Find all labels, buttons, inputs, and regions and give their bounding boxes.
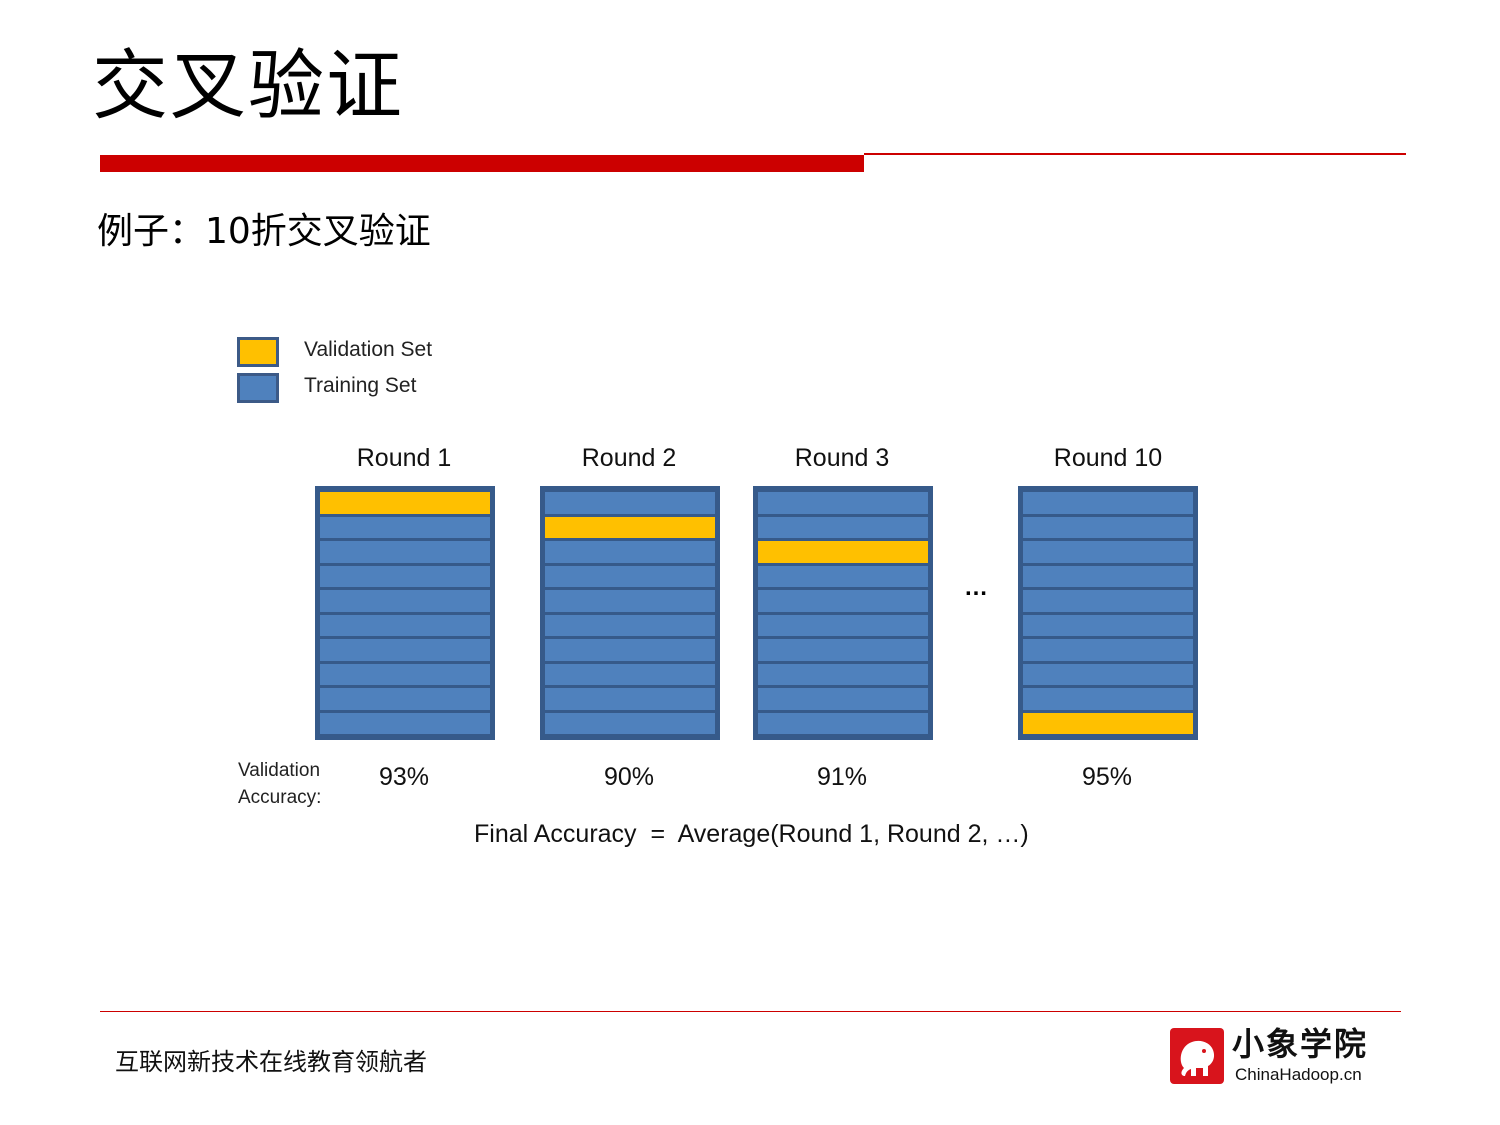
fold-stack-round-2	[540, 486, 720, 740]
training-fold-8	[320, 663, 490, 685]
training-fold-7	[758, 639, 928, 661]
training-fold-1	[758, 492, 928, 514]
footer-divider	[100, 1011, 1401, 1012]
training-fold-5	[1023, 590, 1193, 612]
fold-stack-round-3	[753, 486, 933, 740]
legend-label-validation: Validation Set	[304, 338, 433, 361]
logo-text-cn: 小象学院	[1232, 1025, 1369, 1063]
round-title-10: Round 10	[1053, 444, 1163, 472]
validation-fold-10	[1023, 712, 1193, 734]
validation-fold-1	[320, 492, 490, 514]
round-title-2: Round 2	[581, 444, 677, 472]
validation-fold-2	[545, 516, 715, 538]
accuracy-label-line2: Accuracy:	[238, 787, 322, 808]
legend-label-training: Training Set	[304, 374, 417, 397]
training-fold-4	[545, 565, 715, 587]
training-fold-5	[758, 590, 928, 612]
training-fold-1	[545, 492, 715, 514]
rounds-ellipsis: …	[964, 574, 988, 601]
training-fold-2	[758, 516, 928, 538]
logo-text-en: ChinaHadoop.cn	[1235, 1065, 1362, 1084]
training-fold-6	[320, 614, 490, 636]
training-fold-9	[758, 688, 928, 710]
training-fold-7	[545, 639, 715, 661]
training-fold-6	[1023, 614, 1193, 636]
training-fold-10	[758, 712, 928, 734]
training-fold-9	[545, 688, 715, 710]
training-fold-6	[758, 614, 928, 636]
validation-fold-3	[758, 541, 928, 563]
training-fold-3	[1023, 541, 1193, 563]
training-fold-8	[1023, 663, 1193, 685]
training-fold-8	[758, 663, 928, 685]
footer-slogan: 互联网新技术在线教育领航者	[115, 1048, 427, 1076]
fold-stack-round-1	[315, 486, 495, 740]
accuracy-round-3: 91%	[816, 763, 868, 791]
training-fold-5	[320, 590, 490, 612]
accuracy-round-2: 90%	[603, 763, 655, 791]
training-fold-3	[545, 541, 715, 563]
accuracy-round-10: 95%	[1081, 763, 1133, 791]
training-fold-6	[545, 614, 715, 636]
round-title-1: Round 1	[356, 444, 452, 472]
legend-swatch-training	[237, 373, 279, 403]
training-fold-2	[1023, 516, 1193, 538]
training-fold-3	[320, 541, 490, 563]
training-fold-5	[545, 590, 715, 612]
training-fold-9	[1023, 688, 1193, 710]
title-underline-thin	[864, 153, 1406, 155]
training-fold-7	[320, 639, 490, 661]
training-fold-8	[545, 663, 715, 685]
elephant-icon	[1170, 1028, 1224, 1084]
training-fold-2	[320, 516, 490, 538]
training-fold-1	[1023, 492, 1193, 514]
training-fold-10	[545, 712, 715, 734]
final-accuracy-formula: Final Accuracy = Average(Round 1, Round …	[474, 820, 1029, 848]
round-title-3: Round 3	[794, 444, 890, 472]
fold-stack-round-10	[1018, 486, 1198, 740]
title-underline-thick	[100, 155, 864, 172]
training-fold-4	[1023, 565, 1193, 587]
slide-title: 交叉验证	[92, 41, 404, 130]
accuracy-label-line1: Validation	[238, 760, 321, 781]
training-fold-7	[1023, 639, 1193, 661]
accuracy-label: Validation Accuracy:	[238, 757, 321, 811]
training-fold-4	[758, 565, 928, 587]
slide-subtitle: 例子：10折交叉验证	[97, 211, 431, 252]
legend-swatch-validation	[237, 337, 279, 367]
accuracy-round-1: 93%	[378, 763, 430, 791]
training-fold-9	[320, 688, 490, 710]
training-fold-10	[320, 712, 490, 734]
training-fold-4	[320, 565, 490, 587]
